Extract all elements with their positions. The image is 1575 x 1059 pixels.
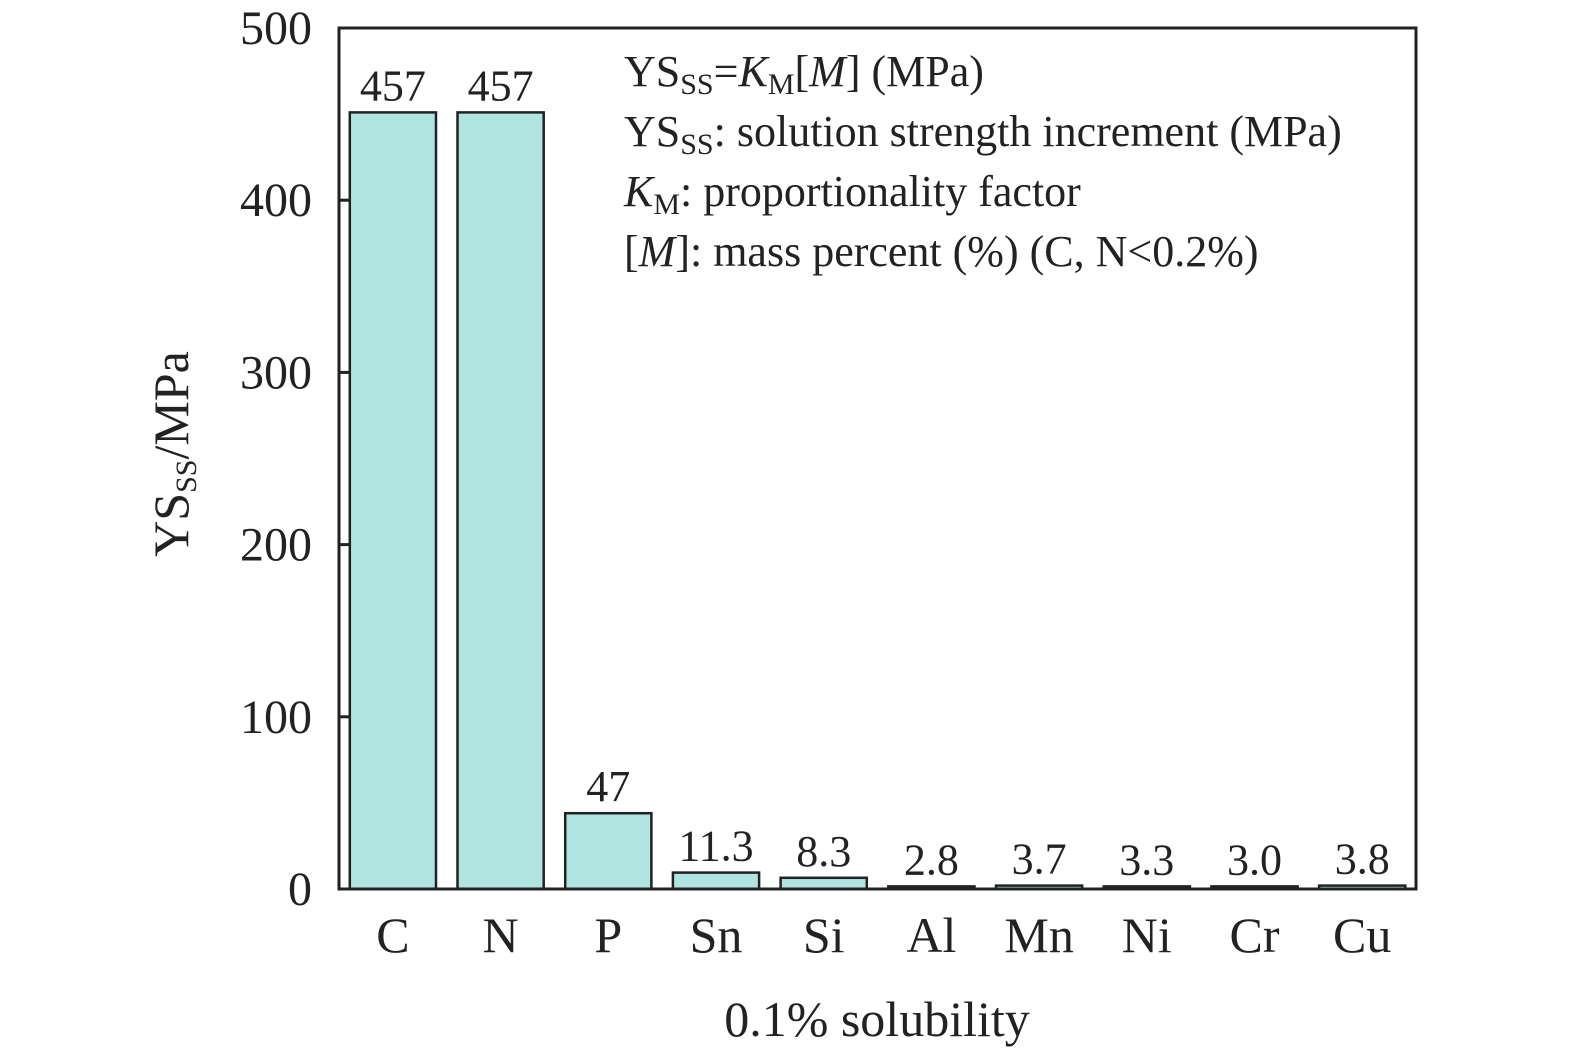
bar-value-label-cu: 3.8	[1335, 835, 1390, 884]
y-tick-label: 400	[240, 174, 312, 227]
bar-value-label-c: 457	[360, 61, 426, 110]
x-categories-group: C N P Sn Si Al Mn Ni Cr Cu	[376, 907, 1391, 963]
annotation-line-1: YSSS=KM[M] (MPa)	[624, 47, 984, 101]
y-tick-label: 100	[240, 691, 312, 744]
bar-value-label-p: 47	[586, 762, 630, 811]
bar-value-label-si: 8.3	[796, 827, 851, 876]
y-tick-label: 300	[240, 346, 312, 399]
bar-value-label-cr: 3.0	[1227, 835, 1282, 884]
bar-value-label-sn: 11.3	[678, 822, 753, 871]
annotation-box: YSSS=KM[M] (MPa) YSSS: solution strength…	[623, 47, 1342, 276]
x-axis-title: 0.1% solubility	[724, 991, 1030, 1047]
x-tick-label-cu: Cu	[1333, 907, 1391, 963]
bar-c	[348, 111, 438, 891]
x-tick-label-al: Al	[906, 907, 956, 963]
x-tick-label-sn: Sn	[690, 907, 743, 963]
x-tick-label-cr: Cr	[1230, 907, 1280, 963]
x-tick-label-mn: Mn	[1004, 907, 1073, 963]
plot-frame	[337, 26, 1418, 891]
bar-p	[563, 811, 653, 891]
y-tick-label: 0	[288, 863, 312, 916]
x-tick-label-ni: Ni	[1122, 907, 1172, 963]
x-tick-label-n: N	[483, 907, 519, 963]
bar-sn	[671, 871, 761, 891]
x-tick-label-c: C	[376, 907, 409, 963]
bar-value-label-mn: 3.7	[1012, 835, 1067, 884]
annotation-line-3: KM: proportionality factor	[623, 167, 1081, 221]
y-ticks-group: 0 100 200 300 400 500	[240, 2, 349, 916]
annotation-line-2: YSSS: solution strength increment (MPa)	[624, 107, 1342, 161]
bar-labels-group: 457 457 47 11.3 8.3 2.8 3.7 3.3 3.0 3.8	[360, 61, 1390, 884]
bar-n	[456, 111, 545, 891]
bar-value-label-ni: 3.3	[1119, 835, 1174, 884]
bar-value-label-al: 2.8	[904, 835, 959, 884]
x-tick-label-p: P	[594, 907, 622, 963]
y-axis-title: YSSS/MPa	[143, 351, 203, 557]
y-tick-label: 500	[240, 2, 312, 55]
x-tick-label-si: Si	[803, 907, 845, 963]
annotation-line-4: [M]: mass percent (%) (C, N<0.2%)	[624, 227, 1259, 276]
y-tick-label: 200	[240, 519, 312, 572]
bar-value-label-n: 457	[468, 61, 534, 110]
bar-si	[779, 876, 869, 891]
